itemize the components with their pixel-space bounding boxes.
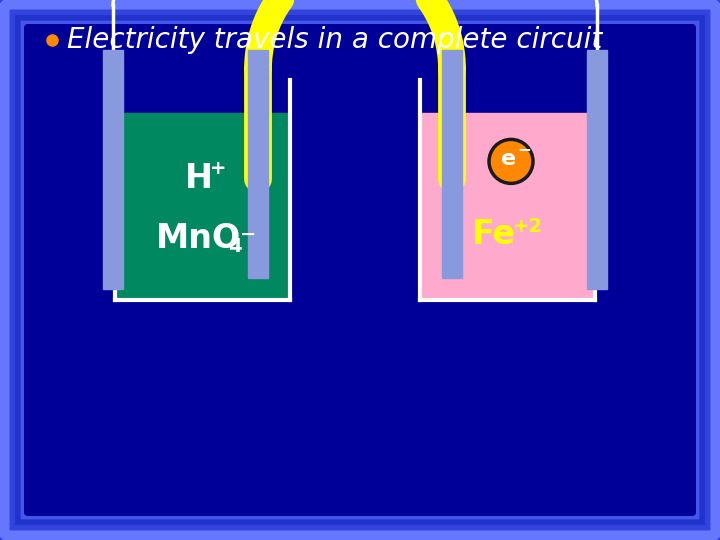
Text: +2: +2: [513, 217, 543, 235]
Text: −: −: [517, 140, 531, 158]
Text: Fe: Fe: [472, 218, 516, 251]
Text: H: H: [184, 163, 212, 195]
Bar: [420, 113, 595, 300]
Text: MnO: MnO: [156, 222, 241, 255]
Text: +: +: [210, 159, 227, 179]
Bar: [103, 50, 123, 289]
Bar: [248, 50, 268, 278]
Bar: [115, 113, 290, 300]
FancyBboxPatch shape: [24, 24, 696, 516]
Circle shape: [489, 139, 533, 184]
Text: 4: 4: [228, 237, 241, 256]
Bar: [587, 50, 607, 289]
Text: Electricity travels in a complete circuit: Electricity travels in a complete circui…: [67, 26, 602, 54]
Bar: [442, 50, 462, 278]
Text: −: −: [240, 225, 257, 244]
Text: e: e: [501, 150, 516, 170]
